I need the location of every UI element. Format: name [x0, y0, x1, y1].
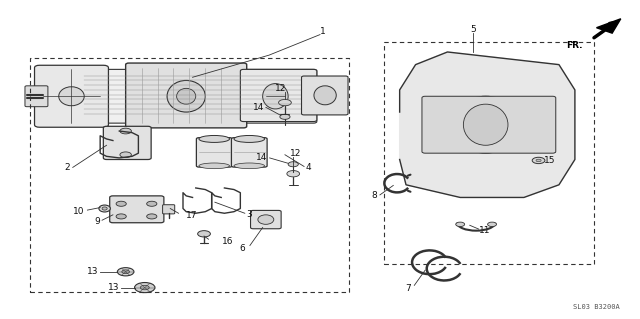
Polygon shape [596, 19, 621, 33]
Circle shape [120, 152, 131, 158]
FancyBboxPatch shape [163, 205, 175, 214]
Circle shape [116, 201, 126, 206]
Circle shape [117, 268, 134, 276]
Circle shape [536, 159, 541, 162]
Text: 13: 13 [108, 283, 119, 292]
Ellipse shape [234, 163, 264, 169]
FancyBboxPatch shape [301, 76, 348, 115]
Text: 8: 8 [372, 191, 378, 200]
Text: 14: 14 [257, 153, 268, 162]
Ellipse shape [258, 215, 274, 224]
Ellipse shape [454, 96, 518, 153]
Text: 5: 5 [470, 25, 476, 34]
Text: 11: 11 [479, 226, 491, 235]
Circle shape [280, 114, 290, 119]
Text: 4: 4 [306, 163, 312, 172]
Ellipse shape [199, 136, 230, 142]
Text: 1: 1 [320, 27, 326, 36]
Ellipse shape [102, 207, 107, 210]
Circle shape [122, 270, 129, 274]
FancyBboxPatch shape [103, 126, 151, 160]
Ellipse shape [167, 80, 205, 112]
Circle shape [134, 283, 155, 293]
Text: 17: 17 [186, 211, 197, 220]
Text: 2: 2 [65, 163, 70, 172]
Text: 16: 16 [222, 237, 234, 246]
Circle shape [120, 128, 131, 134]
Circle shape [288, 162, 298, 167]
Text: 9: 9 [95, 217, 100, 226]
Text: FR.: FR. [566, 41, 582, 50]
Text: 7: 7 [405, 284, 411, 293]
Text: 14: 14 [253, 103, 264, 112]
Ellipse shape [59, 87, 84, 106]
Text: 13: 13 [87, 267, 99, 276]
Ellipse shape [463, 104, 508, 145]
Circle shape [488, 222, 497, 226]
Circle shape [198, 231, 211, 237]
FancyBboxPatch shape [250, 211, 281, 229]
Ellipse shape [99, 205, 110, 212]
Circle shape [532, 157, 545, 164]
FancyBboxPatch shape [109, 196, 164, 223]
FancyBboxPatch shape [125, 63, 246, 128]
Ellipse shape [314, 86, 336, 105]
FancyBboxPatch shape [232, 138, 267, 167]
Polygon shape [399, 52, 575, 197]
Ellipse shape [177, 88, 196, 104]
FancyBboxPatch shape [35, 65, 108, 127]
Text: 6: 6 [239, 243, 245, 253]
Circle shape [140, 286, 149, 290]
FancyBboxPatch shape [49, 69, 317, 123]
Circle shape [147, 214, 157, 219]
FancyBboxPatch shape [422, 96, 556, 153]
Ellipse shape [234, 136, 264, 142]
Circle shape [278, 100, 291, 106]
FancyBboxPatch shape [196, 138, 232, 167]
FancyBboxPatch shape [241, 69, 317, 122]
Text: 3: 3 [246, 210, 252, 219]
Text: 15: 15 [544, 156, 556, 165]
FancyBboxPatch shape [25, 86, 48, 107]
Text: 12: 12 [290, 149, 301, 158]
Text: 10: 10 [73, 207, 84, 216]
Text: SL03 B3200A: SL03 B3200A [573, 304, 620, 310]
Ellipse shape [262, 84, 288, 109]
Text: 12: 12 [275, 85, 286, 93]
Circle shape [147, 201, 157, 206]
Ellipse shape [199, 163, 230, 169]
Circle shape [116, 214, 126, 219]
Circle shape [456, 222, 465, 226]
Circle shape [287, 171, 300, 177]
